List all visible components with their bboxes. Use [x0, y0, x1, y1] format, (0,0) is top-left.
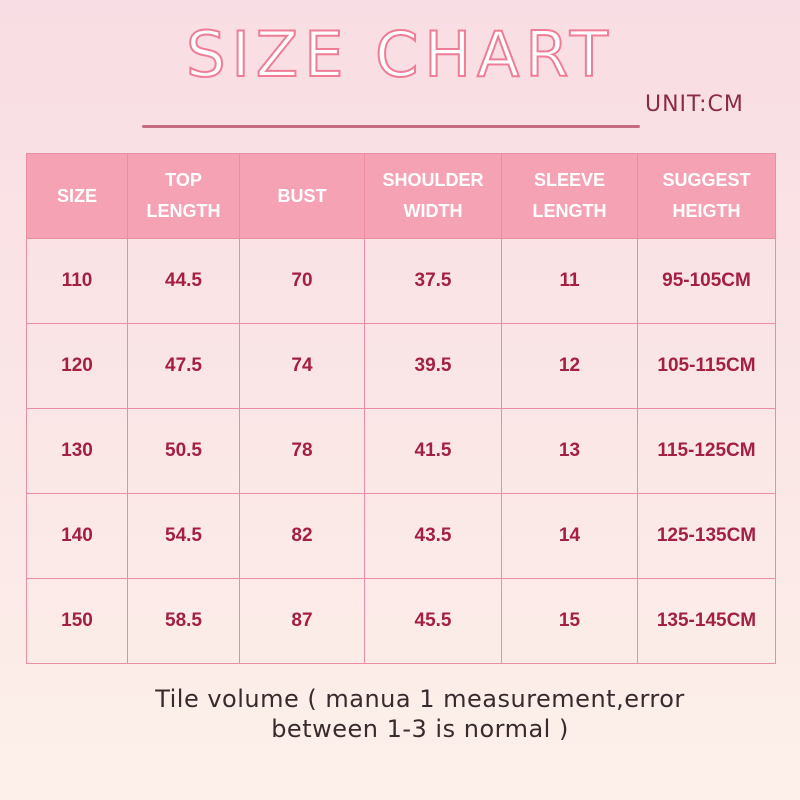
cell-size: 140: [26, 493, 128, 579]
cell-size: 130: [26, 408, 128, 494]
cell-shoulder-width: 39.5: [364, 323, 502, 409]
table-row: 150 58.5 87 45.5 15 135-145CM: [26, 578, 776, 664]
header-suggest-height: SUGGEST HEIGTH: [637, 153, 776, 239]
table-row: 130 50.5 78 41.5 13 115-125CM: [26, 408, 776, 494]
cell-suggest-height: 95-105CM: [637, 238, 776, 324]
cell-suggest-height: 105-115CM: [637, 323, 776, 409]
cell-bust: 87: [239, 578, 365, 664]
header-top-length: TOP LENGTH: [127, 153, 240, 239]
cell-top-length: 50.5: [127, 408, 240, 494]
table-row: 140 54.5 82 43.5 14 125-135CM: [26, 493, 776, 579]
cell-suggest-height: 125-135CM: [637, 493, 776, 579]
cell-shoulder-width: 45.5: [364, 578, 502, 664]
cell-shoulder-width: 43.5: [364, 493, 502, 579]
cell-bust: 70: [239, 238, 365, 324]
cell-bust: 74: [239, 323, 365, 409]
header-size: SIZE: [26, 153, 128, 239]
page-title: SIZE CHART: [185, 17, 614, 92]
table-row: 120 47.5 74 39.5 12 105-115CM: [26, 323, 776, 409]
cell-top-length: 54.5: [127, 493, 240, 579]
header-bust: BUST: [239, 153, 365, 239]
cell-bust: 78: [239, 408, 365, 494]
table-row: 110 44.5 70 37.5 11 95-105CM: [26, 238, 776, 324]
cell-sleeve-length: 15: [501, 578, 638, 664]
cell-size: 110: [26, 238, 128, 324]
header-shoulder-width: SHOULDER WIDTH: [364, 153, 502, 239]
cell-top-length: 44.5: [127, 238, 240, 324]
cell-size: 150: [26, 578, 128, 664]
table-header-row: SIZE TOP LENGTH BUST SHOULDER WIDTH SLEEVE…: [26, 153, 776, 239]
measurement-note: Tile volume ( manua 1 measurement,error …: [0, 684, 800, 744]
cell-top-length: 47.5: [127, 323, 240, 409]
cell-size: 120: [26, 323, 128, 409]
cell-sleeve-length: 14: [501, 493, 638, 579]
cell-shoulder-width: 41.5: [364, 408, 502, 494]
header-sleeve-length: SLEEVE LENGTH: [501, 153, 638, 239]
cell-shoulder-width: 37.5: [364, 238, 502, 324]
size-table: SIZE TOP LENGTH BUST SHOULDER WIDTH SLEEVE…: [26, 153, 776, 664]
cell-sleeve-length: 13: [501, 408, 638, 494]
cell-sleeve-length: 11: [501, 238, 638, 324]
unit-label: UNIT:CM: [645, 92, 744, 117]
note-line-2: between 1-3 is normal ): [271, 715, 569, 743]
cell-bust: 82: [239, 493, 365, 579]
cell-suggest-height: 115-125CM: [637, 408, 776, 494]
cell-top-length: 58.5: [127, 578, 240, 664]
note-line-1: Tile volume ( manua 1 measurement,error: [155, 685, 685, 713]
cell-suggest-height: 135-145CM: [637, 578, 776, 664]
title-underline: [142, 125, 640, 128]
cell-sleeve-length: 12: [501, 323, 638, 409]
